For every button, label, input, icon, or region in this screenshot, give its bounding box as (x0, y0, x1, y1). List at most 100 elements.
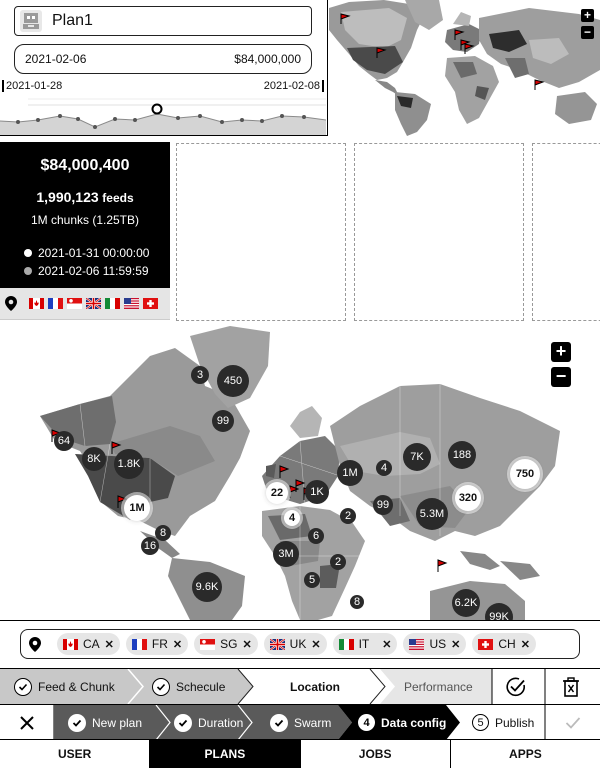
step-label: Location (290, 679, 340, 694)
map-cluster[interactable]: 5.3M (416, 498, 448, 530)
wizard-step-publish[interactable]: 5 Publish (472, 705, 534, 740)
map-cluster[interactable]: 6.2K (452, 589, 480, 617)
step-performance[interactable]: Performance (404, 669, 473, 704)
chip-remove-icon[interactable]: ✕ (104, 638, 114, 651)
location-chip-uk[interactable]: UK ✕ (263, 633, 327, 655)
map-cluster[interactable]: 6 (308, 528, 324, 544)
plan-name-field[interactable]: Plan1 (14, 6, 312, 36)
map-cluster[interactable]: 9.6K (192, 572, 222, 602)
delete-button[interactable] (562, 669, 580, 704)
location-chip-sg[interactable]: SG ✕ (194, 633, 258, 655)
map-cluster[interactable]: 1K (305, 480, 329, 504)
check-icon (68, 713, 86, 732)
mini-map-zoom-out-button[interactable]: − (581, 26, 594, 39)
map-cluster[interactable]: 99K (485, 603, 513, 620)
map-cluster-selected[interactable]: 320 (455, 485, 481, 511)
nav-tab-apps[interactable]: APPS (509, 747, 542, 761)
wizard-step-data-config[interactable]: 4 Data config (358, 705, 446, 740)
location-chip-ch[interactable]: CH ✕ (472, 633, 536, 655)
flag-sg-icon (67, 298, 82, 309)
setup-steps-bar: Feed & Chunk Schecule Location Performan… (0, 668, 600, 704)
plan-start-date: 2021-02-06 (25, 52, 87, 66)
timeline-sparkline[interactable] (0, 93, 326, 135)
map-cluster[interactable]: 99 (212, 410, 234, 432)
location-chip-input[interactable]: CA ✕ FR ✕ SG ✕ UK ✕ IT ✕ US ✕ (20, 629, 580, 659)
wizard-step-new-plan[interactable]: New plan (68, 705, 142, 740)
map-cluster[interactable]: 450 (217, 365, 249, 397)
map-cluster-selected[interactable]: 1M (124, 495, 150, 521)
map-cluster[interactable]: 4 (376, 460, 392, 476)
flag-ch-icon (478, 638, 494, 650)
step-number-icon: 4 (358, 714, 375, 731)
chip-remove-icon[interactable]: ✕ (172, 638, 183, 651)
map-cluster-selected[interactable]: 4 (284, 510, 300, 526)
wizard-step-duration[interactable]: Duration (174, 705, 243, 740)
map-cluster[interactable]: 8 (350, 595, 364, 609)
location-chip-ca[interactable]: CA ✕ (57, 633, 120, 655)
flag-sg-icon (200, 638, 216, 650)
map-cluster[interactable]: 99 (373, 495, 393, 515)
chip-label: IT (358, 637, 370, 651)
confirm-location-button[interactable] (505, 669, 527, 704)
location-flag-strip[interactable] (0, 288, 170, 320)
step-label: Swarm (294, 715, 332, 730)
nav-tab-plans[interactable]: PLANS (150, 740, 301, 768)
chip-remove-icon[interactable]: ✕ (382, 638, 392, 651)
wizard-confirm-button[interactable] (565, 705, 581, 740)
map-zoom-in-button[interactable]: + (551, 342, 571, 362)
flag-uk-icon (86, 298, 101, 309)
chip-remove-icon[interactable]: ✕ (311, 638, 321, 651)
map-cluster[interactable]: 188 (448, 441, 476, 469)
chip-remove-icon[interactable]: ✕ (520, 638, 530, 651)
map-cluster[interactable]: 2 (340, 508, 356, 524)
close-wizard-button[interactable] (19, 705, 35, 740)
bottom-nav: USER PLANS JOBS APPS (0, 739, 600, 768)
step-schedule[interactable]: Schecule (152, 669, 225, 704)
world-map[interactable]: + − 3 450 99 64 8K 1.8K 1M 4 7K 188 750 … (0, 326, 600, 620)
wizard-step-swarm[interactable]: Swarm (270, 705, 331, 740)
map-cluster-selected[interactable]: 750 (510, 459, 540, 489)
mini-world-map[interactable]: + − (329, 0, 600, 136)
map-cluster[interactable]: 1M (337, 460, 363, 486)
flag-it-icon (105, 298, 120, 309)
map-cluster[interactable]: 8K (82, 447, 106, 471)
map-cluster[interactable]: 5 (304, 572, 320, 588)
step-label: Schecule (176, 679, 226, 694)
check-icon (565, 716, 581, 729)
map-cluster[interactable]: 8 (155, 525, 171, 541)
plan-stats-panel: $84,000,400 1,990,123 feeds 1M chunks (1… (0, 142, 170, 288)
time-start-dot-icon (24, 249, 32, 257)
nav-tab-user[interactable]: USER (0, 740, 151, 768)
map-cluster-selected[interactable]: 22 (266, 482, 288, 504)
map-cluster[interactable]: 1.8K (114, 449, 144, 479)
chip-remove-icon[interactable]: ✕ (242, 638, 252, 651)
step-location[interactable]: Location (290, 669, 340, 704)
stat-time-start-row: 2021-01-31 00:00:00 (24, 246, 149, 260)
timeline-start: 2021-01-28 (2, 80, 62, 92)
step-number-icon: 5 (472, 714, 489, 731)
location-chip-it[interactable]: IT ✕ (332, 633, 398, 655)
map-cluster[interactable]: 3M (273, 541, 299, 567)
nav-tab-jobs[interactable]: JOBS (301, 740, 451, 768)
check-icon (174, 713, 192, 732)
chip-remove-icon[interactable]: ✕ (451, 638, 461, 651)
empty-panel-2 (354, 143, 524, 321)
map-cluster[interactable]: 7K (403, 443, 431, 471)
plan-date-budget-field[interactable]: 2021-02-06 $84,000,000 (14, 44, 312, 74)
map-cluster[interactable]: 64 (54, 431, 74, 451)
flag-us-icon (409, 638, 425, 650)
map-cluster[interactable]: 2 (330, 554, 346, 570)
flag-us-icon (124, 298, 139, 309)
location-chip-us[interactable]: US ✕ (403, 633, 467, 655)
map-zoom-out-button[interactable]: − (551, 367, 571, 387)
location-chip-fr[interactable]: FR ✕ (125, 633, 189, 655)
flag-ca-icon (29, 298, 44, 309)
mini-map-zoom-in-button[interactable]: + (581, 9, 594, 22)
step-label: Performance (404, 679, 473, 694)
step-feed-chunk[interactable]: Feed & Chunk (14, 669, 115, 704)
close-icon (20, 715, 34, 730)
map-cluster[interactable]: 3 (191, 366, 209, 384)
time-end-dot-icon (24, 267, 32, 275)
map-cluster[interactable]: 16 (141, 537, 159, 555)
check-icon (152, 677, 170, 696)
